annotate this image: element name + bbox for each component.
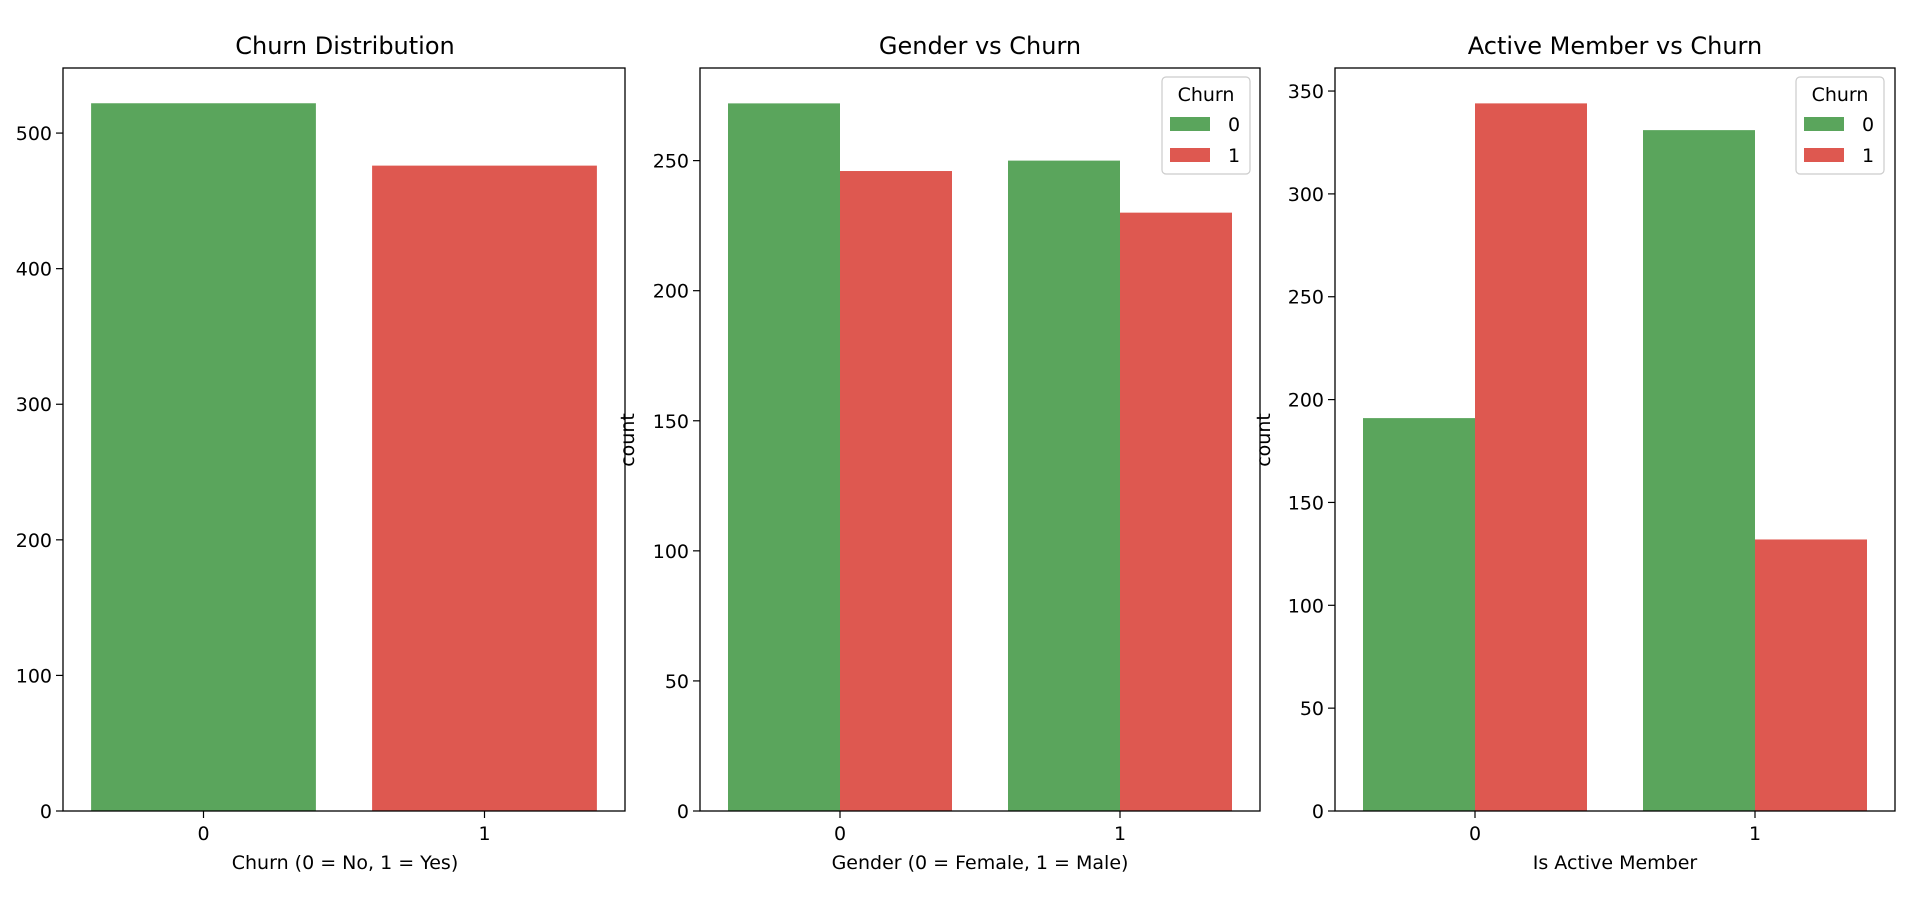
- y-tick-label: 250: [653, 151, 689, 173]
- bar-series-0-cat-0: [728, 103, 840, 811]
- x-tick-label: 1: [478, 823, 490, 845]
- y-tick-label: 350: [1288, 81, 1324, 103]
- panel-active-member-vs-churn: Active Member vs Churn 05010015020025030…: [1253, 32, 1896, 874]
- y-tick-label: 200: [653, 281, 689, 303]
- y-tick-label: 500: [16, 123, 52, 145]
- bars: [728, 103, 1232, 812]
- bar-series-1-cat-1: [1755, 539, 1867, 811]
- panel-title: Active Member vs Churn: [1468, 32, 1762, 60]
- legend-title: Churn: [1178, 84, 1235, 106]
- y-tick-label: 100: [653, 541, 689, 563]
- x-tick-label: 1: [1749, 823, 1761, 845]
- bar-series-1-cat-1: [1120, 212, 1232, 812]
- y-tick-label: 200: [1288, 390, 1324, 412]
- y-ticks: 0 100 200 300 400 500: [16, 123, 63, 823]
- y-tick-label: 400: [16, 259, 52, 281]
- y-tick-label: 300: [1288, 184, 1324, 206]
- axes-frame: [62, 67, 626, 812]
- y-tick-label: 300: [16, 394, 52, 416]
- x-tick-label: 0: [197, 823, 209, 845]
- y-tick-label: 200: [16, 530, 52, 552]
- x-axis-label: Churn (0 = No, 1 = Yes): [232, 852, 459, 874]
- x-tick-label: 0: [834, 823, 846, 845]
- y-tick-label: 150: [1288, 492, 1324, 514]
- bars: [1363, 103, 1867, 811]
- panel-title: Churn Distribution: [235, 32, 454, 60]
- y-tick-label: 100: [1288, 595, 1324, 617]
- legend-title: Churn: [1812, 84, 1869, 106]
- x-axis-label: Is Active Member: [1533, 852, 1698, 874]
- bar-cat-0: [91, 103, 316, 811]
- y-axis-label: count: [1253, 413, 1275, 467]
- axes-frame: [699, 67, 1261, 812]
- y-axis-label: count: [617, 413, 639, 467]
- y-tick-label: 0: [40, 801, 52, 823]
- y-tick-label: 250: [1288, 287, 1324, 309]
- panel-title: Gender vs Churn: [879, 32, 1081, 60]
- legend-swatch-1: [1170, 148, 1210, 162]
- x-tick-label: 1: [1114, 823, 1126, 845]
- legend: Churn 0 1: [1795, 76, 1885, 175]
- legend-swatch-0: [1170, 117, 1210, 131]
- legend-label-0: 0: [1862, 114, 1874, 136]
- bar-series-1-cat-0: [840, 171, 952, 812]
- legend-label-0: 0: [1228, 114, 1240, 136]
- y-tick-label: 50: [665, 671, 689, 693]
- legend-swatch-1: [1804, 148, 1844, 162]
- legend: Churn 0 1: [1161, 76, 1251, 175]
- legend-label-1: 1: [1228, 145, 1240, 167]
- y-ticks: 0 50 100 150 200 250: [653, 151, 700, 823]
- y-tick-label: 0: [677, 801, 689, 823]
- axes-frame: [1334, 67, 1896, 812]
- bar-series-1-cat-0: [1475, 103, 1587, 811]
- x-tick-label: 0: [1469, 823, 1481, 845]
- y-tick-label: 50: [1300, 698, 1324, 720]
- y-tick-label: 0: [1312, 801, 1324, 823]
- legend-swatch-0: [1804, 117, 1844, 131]
- y-ticks: 0 50 100 150 200 250 300 350: [1288, 81, 1335, 823]
- bar-series-0-cat-0: [1363, 418, 1475, 811]
- x-axis-label: Gender (0 = Female, 1 = Male): [832, 852, 1129, 874]
- y-tick-label: 100: [16, 665, 52, 687]
- bar-cat-1: [372, 165, 597, 812]
- bars: [91, 103, 597, 812]
- bar-series-0-cat-1: [1008, 160, 1120, 811]
- legend-label-1: 1: [1862, 145, 1874, 167]
- bar-series-0-cat-1: [1643, 130, 1755, 811]
- y-tick-label: 150: [653, 411, 689, 433]
